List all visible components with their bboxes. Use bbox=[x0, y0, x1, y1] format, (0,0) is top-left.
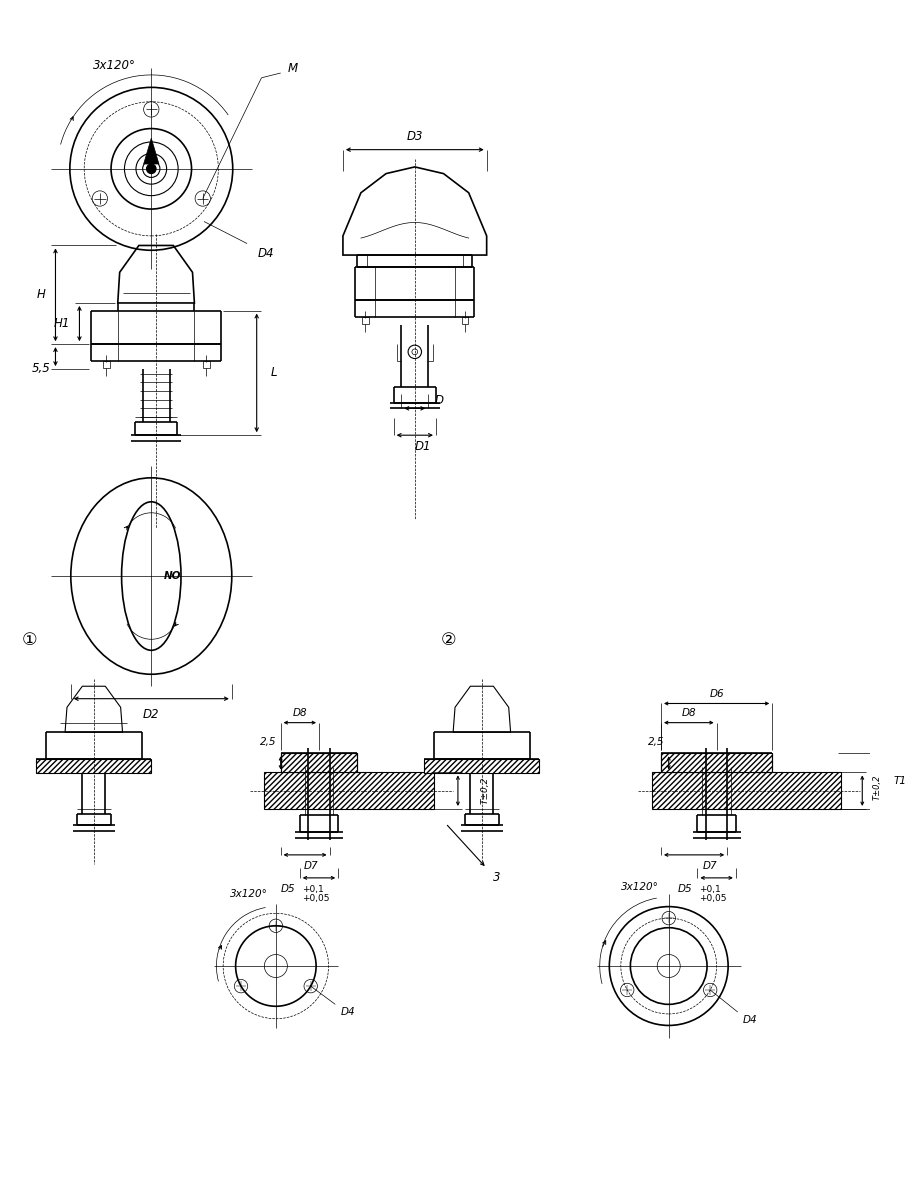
Text: D4: D4 bbox=[258, 247, 274, 259]
Text: T1: T1 bbox=[893, 776, 905, 786]
Text: +0,1: +0,1 bbox=[301, 884, 323, 894]
Bar bbox=[36, 760, 151, 774]
Text: D7: D7 bbox=[703, 862, 718, 871]
Text: 3x120°: 3x120° bbox=[621, 882, 659, 893]
Text: D8: D8 bbox=[292, 708, 307, 718]
Text: D4: D4 bbox=[340, 1007, 355, 1018]
Bar bbox=[424, 760, 539, 774]
Bar bbox=[653, 773, 841, 809]
Text: H1: H1 bbox=[54, 317, 71, 330]
Text: 3: 3 bbox=[492, 871, 500, 884]
Bar bbox=[661, 754, 772, 773]
Text: D2: D2 bbox=[143, 708, 159, 720]
Text: M: M bbox=[288, 61, 298, 74]
Text: 2,5: 2,5 bbox=[648, 737, 664, 746]
Bar bbox=[203, 361, 210, 368]
Text: T±0,2: T±0,2 bbox=[873, 774, 882, 799]
Text: T±0,2: T±0,2 bbox=[481, 776, 490, 804]
Text: +0,05: +0,05 bbox=[700, 894, 727, 904]
Text: +0,05: +0,05 bbox=[301, 894, 329, 904]
Text: 2,5: 2,5 bbox=[260, 737, 276, 746]
Text: D: D bbox=[434, 394, 443, 407]
Text: D4: D4 bbox=[743, 1015, 757, 1025]
Text: D5: D5 bbox=[281, 884, 295, 894]
Text: D3: D3 bbox=[406, 130, 423, 143]
Text: H: H bbox=[37, 288, 45, 301]
Text: +0,1: +0,1 bbox=[700, 884, 721, 894]
Text: 5,5: 5,5 bbox=[32, 361, 51, 374]
Text: L: L bbox=[271, 366, 277, 379]
Text: 3x120°: 3x120° bbox=[230, 889, 268, 899]
Text: D5: D5 bbox=[678, 884, 692, 894]
Circle shape bbox=[147, 164, 156, 174]
Text: D6: D6 bbox=[710, 689, 724, 698]
Polygon shape bbox=[144, 138, 159, 164]
Text: D8: D8 bbox=[681, 708, 696, 718]
Text: D7: D7 bbox=[304, 862, 319, 871]
Bar bbox=[281, 754, 357, 773]
Bar bbox=[462, 317, 469, 324]
Bar bbox=[103, 361, 110, 368]
Text: ①: ① bbox=[22, 631, 37, 649]
Bar bbox=[264, 773, 434, 809]
Text: ②: ② bbox=[441, 631, 456, 649]
Text: NO: NO bbox=[164, 571, 181, 581]
Bar bbox=[362, 317, 369, 324]
Text: D1: D1 bbox=[414, 440, 431, 454]
Text: 3x120°: 3x120° bbox=[93, 59, 137, 72]
